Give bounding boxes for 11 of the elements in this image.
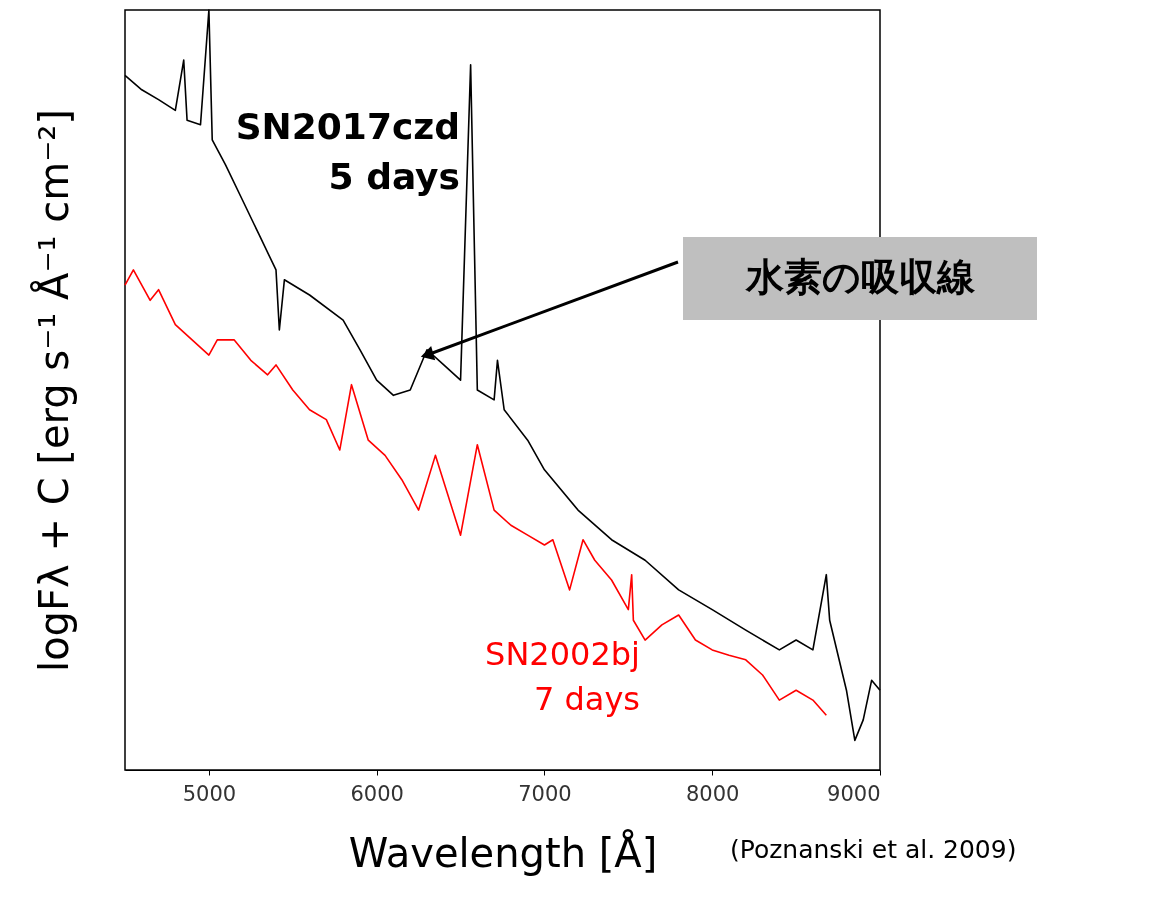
x-tick-label: 8000 (686, 781, 740, 806)
x-tick-label: 9000 (827, 781, 881, 806)
x-tick-label: 7000 (518, 781, 572, 806)
x-tick-label: 6000 (350, 781, 404, 806)
text: (Poznanski et al. 2009) (730, 835, 1017, 864)
y-axis-title: logFλ + C [erg s⁻¹ Å⁻¹ cm⁻²] (29, 109, 77, 672)
x-tick-label: 5000 (182, 781, 237, 806)
x-axis-title: Wavelength [Å] (348, 828, 658, 876)
annotation: 水素の吸収線 (744, 254, 976, 299)
series-label: SN2002bj 7 days (485, 635, 640, 718)
series-label: SN2017czd 5 days (235, 106, 460, 198)
